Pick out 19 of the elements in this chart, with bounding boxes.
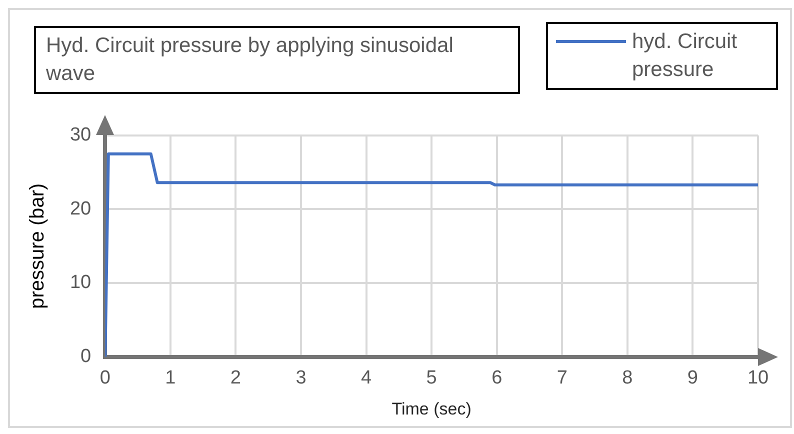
x-tick-label: 4: [360, 367, 372, 388]
x-tick-label: 9: [687, 367, 698, 388]
x-tick-label: 2: [230, 367, 241, 388]
y-axis-title: pressure (bar): [26, 183, 49, 309]
chart-title: Hyd. Circuit pressure by applying sinusoidal wave: [34, 26, 520, 94]
y-tick-label: 20: [70, 198, 92, 220]
x-tick-label: 0: [100, 367, 110, 388]
x-tick-label: 6: [492, 367, 502, 388]
x-tick-label: 3: [296, 367, 306, 388]
x-tick-label: 8: [622, 367, 633, 388]
x-tick-label: 7: [556, 367, 568, 388]
x-axis-title: Time (sec): [392, 399, 472, 418]
x-tick-label: 10: [747, 367, 769, 388]
y-tick-label: 10: [70, 272, 92, 294]
y-tick-label: 0: [80, 346, 92, 368]
legend-label: hyd. Circuit pressure: [632, 29, 738, 83]
x-tick-label: 5: [426, 367, 437, 388]
x-tick-label: 1: [165, 367, 176, 388]
y-tick-label: 30: [70, 124, 92, 146]
